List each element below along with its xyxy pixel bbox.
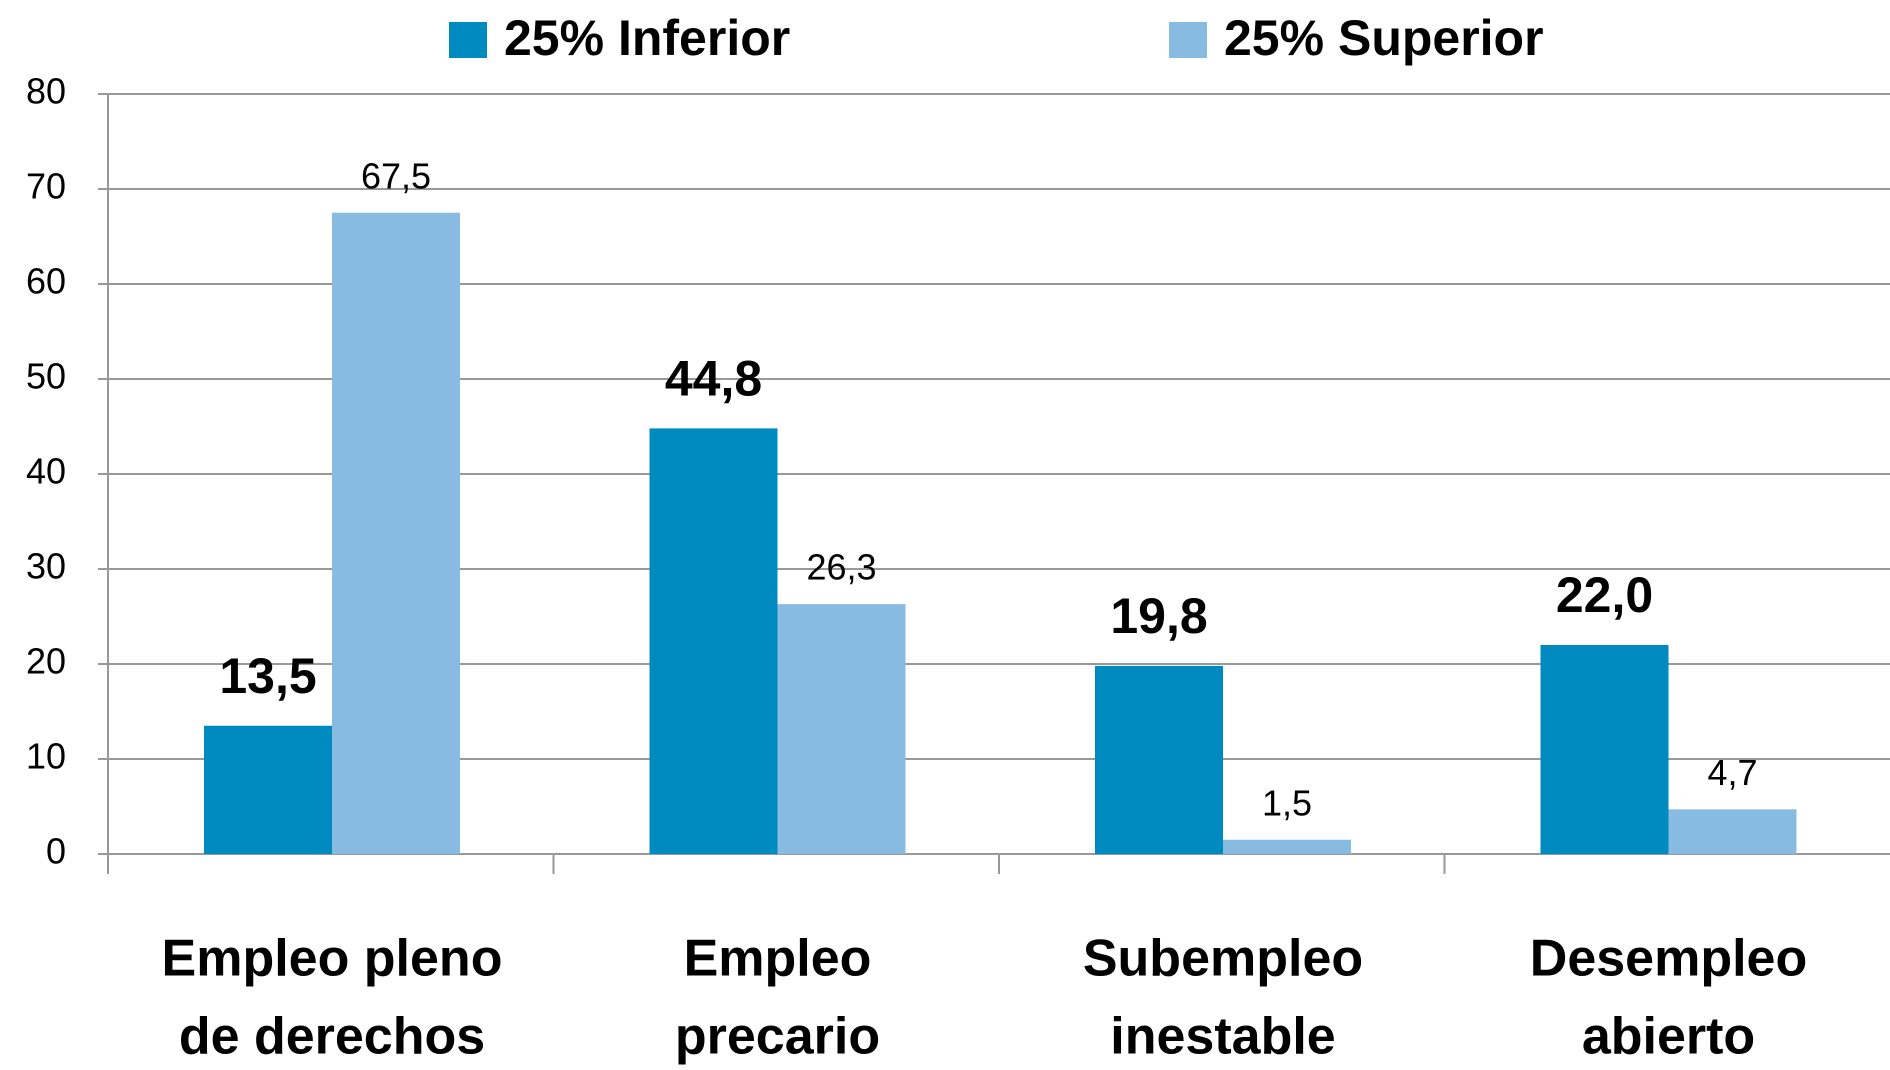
y-tick-label: 30 [26, 546, 66, 587]
value-label: 67,5 [361, 155, 431, 196]
y-tick-label: 50 [26, 356, 66, 397]
value-label: 4,7 [1707, 752, 1757, 793]
y-tick-label: 10 [26, 736, 66, 777]
value-label: 19,8 [1110, 588, 1207, 644]
x-tick-label: Empleo pleno [162, 930, 503, 988]
bar [1095, 665, 1223, 854]
bar [1668, 809, 1797, 854]
y-tick-label: 20 [26, 641, 66, 682]
x-tick-label: Subempleo [1083, 930, 1363, 988]
bar [1223, 839, 1351, 854]
value-label: 13,5 [219, 648, 316, 704]
legend-label: 25% Superior [1224, 10, 1544, 66]
x-tick-label: Desempleo [1530, 930, 1807, 988]
value-label: 44,8 [665, 351, 762, 407]
bar [1540, 645, 1669, 854]
legend-label: 25% Inferior [504, 10, 790, 66]
y-tick-label: 80 [26, 71, 66, 112]
legend-swatch [449, 22, 487, 58]
y-tick-label: 60 [26, 261, 66, 302]
y-tick-label: 40 [26, 451, 66, 492]
x-tick-label: de derechos [179, 1008, 485, 1066]
x-tick-label: inestable [1110, 1008, 1335, 1066]
legend-swatch [1169, 22, 1207, 58]
value-label: 22,0 [1556, 567, 1653, 623]
bar [332, 212, 460, 854]
x-tick-label: Empleo [684, 930, 872, 988]
x-tick-label: precario [675, 1008, 880, 1066]
x-tick-label: abierto [1582, 1008, 1755, 1066]
value-label: 26,3 [806, 547, 876, 588]
bar [777, 604, 906, 854]
y-tick-label: 0 [46, 831, 66, 872]
bar [204, 725, 332, 854]
bar [649, 428, 778, 854]
y-tick-label: 70 [26, 166, 66, 207]
value-label: 1,5 [1262, 782, 1312, 823]
